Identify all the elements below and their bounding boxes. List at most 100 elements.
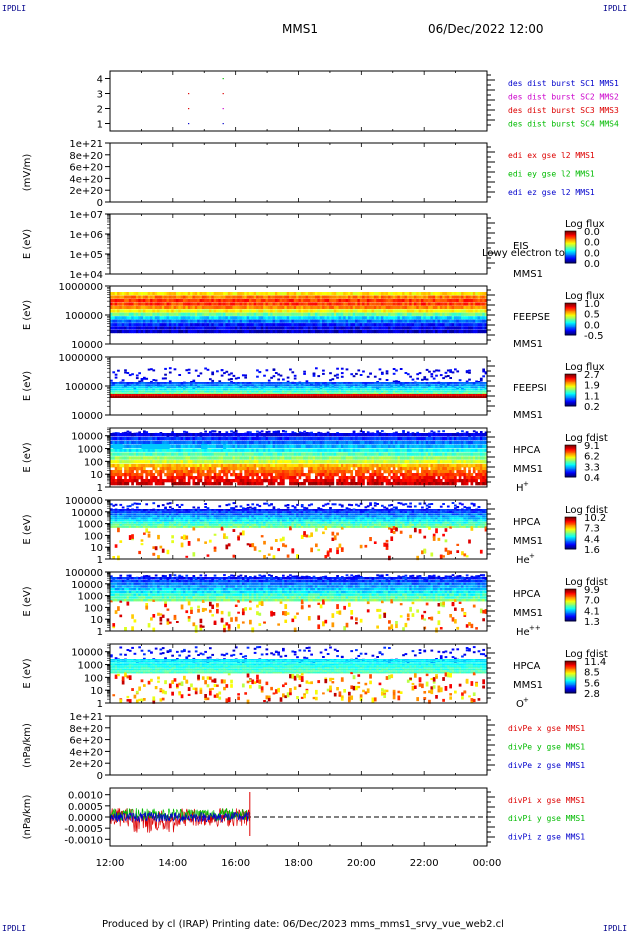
spectrogram-cell — [480, 389, 483, 391]
spectrogram-cell — [294, 299, 297, 302]
spectrogram-cell — [188, 456, 191, 459]
spectrogram-cell — [188, 316, 191, 319]
spectrogram-cell — [350, 306, 353, 309]
spectrogram-cell — [204, 302, 207, 305]
spectrogram-cell — [244, 323, 247, 326]
spectrogram-cell — [341, 384, 344, 386]
spectrogram-cell — [237, 464, 240, 467]
spectrogram-cell — [235, 313, 238, 316]
spectrogram-cell — [355, 309, 358, 312]
spectrogram-cell — [190, 460, 193, 463]
spectrogram-cell — [134, 452, 137, 455]
spectrogram-cell — [468, 391, 471, 393]
spectrogram-cell — [143, 302, 146, 305]
spectrogram-cell — [176, 476, 179, 479]
spectrogram-cell — [463, 296, 466, 299]
spectrogram-cell — [355, 296, 358, 299]
spectrogram-cell — [162, 309, 165, 312]
spectrogram-cell — [369, 391, 372, 393]
spectrogram-cell — [202, 433, 205, 436]
spectrogram-cell — [322, 299, 325, 302]
spectrogram-cell — [225, 482, 228, 485]
spectrogram-cell — [421, 391, 424, 393]
spectrogram-cell — [329, 396, 332, 398]
spectrogram-cell — [407, 396, 410, 398]
spectrogram-cell — [188, 292, 191, 295]
spectrogram-cell — [207, 479, 210, 482]
spectrogram-cell — [223, 456, 226, 459]
spectrogram-cell — [211, 482, 214, 485]
spectrogram-cell — [233, 313, 236, 316]
spectrogram-cell — [134, 382, 137, 384]
spectrogram-cell — [150, 473, 153, 476]
spectrogram-cell — [433, 389, 436, 391]
spectrogram-cell — [136, 306, 139, 309]
spectrogram-cell — [230, 296, 233, 299]
spectrogram-cell — [433, 296, 436, 299]
spectrogram-cell — [475, 299, 478, 302]
spectrogram-cell — [221, 369, 224, 371]
spectrogram-cell — [339, 316, 342, 319]
spectrogram-cell — [369, 389, 372, 391]
spectrogram-cell — [202, 452, 205, 455]
spectrogram-cell — [230, 396, 233, 398]
spectrogram-cell — [261, 396, 264, 398]
spectrogram-cell — [207, 384, 210, 386]
spectrogram-cell — [251, 306, 254, 309]
spectrogram-cell — [190, 323, 193, 326]
spectrogram-cell — [369, 396, 372, 398]
spectrogram-cell — [473, 299, 476, 302]
spectrogram-cell — [228, 386, 231, 388]
spectrogram-cell — [216, 309, 219, 312]
spectrogram-cell — [171, 299, 174, 302]
spectrogram-cell — [169, 384, 172, 386]
spectrogram-cell — [119, 449, 122, 452]
spectrogram-cell — [478, 389, 481, 391]
spectrogram-cell — [400, 316, 403, 319]
spectrogram-cell — [190, 306, 193, 309]
spectrogram-cell — [289, 386, 292, 388]
spectrogram-cell — [197, 467, 200, 470]
spectrogram-cell — [426, 369, 429, 371]
spectrogram-cell — [350, 313, 353, 316]
spectrogram-cell — [141, 441, 144, 444]
spectrogram-cell — [162, 391, 165, 393]
spectrogram-cell — [430, 394, 433, 396]
spectrogram-cell — [258, 323, 261, 326]
spectrogram-cell — [308, 386, 311, 388]
spectrogram-cell — [185, 470, 188, 473]
spectrogram-cell — [228, 309, 231, 312]
spectrogram-cell — [117, 467, 120, 470]
spectrogram-cell — [438, 316, 441, 319]
spectrogram-cell — [183, 394, 186, 396]
spectrogram-cell — [463, 302, 466, 305]
spectrogram-cell — [183, 306, 186, 309]
spectrogram-cell — [258, 382, 261, 384]
spectrogram-cell — [440, 384, 443, 386]
spectrogram-cell — [336, 327, 339, 330]
spectrogram-cell — [209, 467, 212, 470]
spectrogram-cell — [268, 313, 271, 316]
spectrogram-cell — [159, 320, 162, 323]
spectrogram-cell — [143, 394, 146, 396]
spectrogram-cell — [112, 460, 115, 463]
spectrogram-cell — [124, 460, 127, 463]
spectrogram-cell — [150, 394, 153, 396]
spectrogram-cell — [131, 473, 134, 476]
spectrogram-cell — [442, 394, 445, 396]
spectrogram-cell — [126, 309, 129, 312]
spectrogram-cell — [171, 470, 174, 473]
spectrogram-cell — [376, 396, 379, 398]
spectrogram-cell — [150, 396, 153, 398]
spectrogram-cell — [178, 464, 181, 467]
spectrogram-cell — [230, 384, 233, 386]
spectrogram-cell — [230, 464, 233, 467]
spectrogram-cell — [216, 306, 219, 309]
spectrogram-cell — [348, 386, 351, 388]
spectrogram-cell — [200, 464, 203, 467]
spectrogram-cell — [216, 292, 219, 295]
spectrogram-cell — [254, 316, 257, 319]
y-tick-label: 1000000 — [58, 282, 103, 293]
spectrogram-cell — [202, 456, 205, 459]
spectrogram-cell — [249, 473, 252, 476]
